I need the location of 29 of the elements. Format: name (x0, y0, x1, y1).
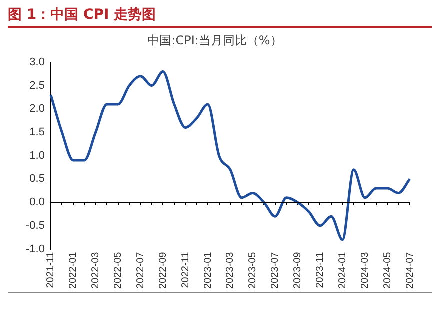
y-tick-label: 3.0 (30, 56, 45, 68)
x-tick-label: 2022-01 (68, 252, 80, 290)
x-tick-label: 2023-07 (270, 252, 282, 290)
y-tick-label: 0.0 (30, 196, 45, 209)
x-tick-label: 2024-01 (337, 252, 348, 290)
x-tick-label: 2021-11 (46, 252, 57, 288)
x-tick-label: 2023-09 (292, 252, 304, 290)
y-tick-label: 2.0 (30, 103, 45, 116)
x-tick-label: 2022-11 (180, 252, 192, 288)
y-tick-label: -1.0 (26, 243, 45, 256)
chart-title: 图 1：中国 CPI 走势图 (8, 4, 432, 28)
x-tick-label: 2023-11 (314, 252, 326, 288)
y-tick-label: 2.5 (30, 80, 45, 92)
line-series (50, 70, 412, 242)
x-tick-label: 2022-09 (158, 252, 169, 290)
chart-subtitle: 中国:CPI:当月同比（%） (148, 33, 282, 48)
x-tick-label: 2023-03 (225, 252, 236, 290)
x-tick-label: 2022-07 (135, 252, 146, 290)
x-tick-label: 2022-05 (113, 252, 124, 290)
x-tick-label: 2024-05 (382, 252, 394, 290)
x-tick-label: 2023-01 (202, 252, 214, 290)
y-tick-label: -0.5 (26, 220, 45, 232)
x-tick-label: 2023-05 (248, 252, 259, 290)
y-tick-label: 1.5 (30, 126, 45, 139)
x-tick-label: 2024-07 (404, 252, 416, 290)
x-tick-label: 2024-03 (360, 252, 371, 290)
y-tick-label: 0.5 (30, 173, 45, 186)
y-tick-label: 1.0 (30, 150, 45, 162)
x-tick-label: 2022-03 (90, 252, 102, 290)
